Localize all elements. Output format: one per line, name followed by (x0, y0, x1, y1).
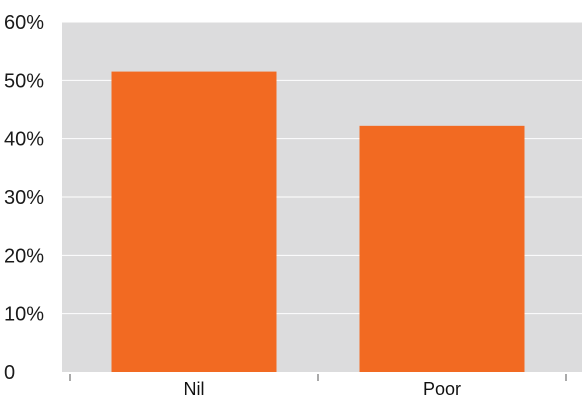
y-tick-label: 60% (4, 12, 44, 34)
bar-nil (111, 71, 277, 372)
x-category-label: Nil (184, 379, 205, 399)
y-tick-label: 30% (4, 187, 44, 209)
y-tick-label: 20% (4, 245, 44, 267)
bar-poor (359, 125, 525, 372)
y-axis-tick-labels: 0 10% 20% 30% 40% 50% 60% (4, 12, 44, 384)
y-tick-label: 50% (4, 70, 44, 92)
x-category-label: Poor (423, 379, 461, 399)
y-tick-label: 10% (4, 304, 44, 326)
y-tick-label: 0 (4, 362, 15, 384)
x-axis-ticks (69, 374, 567, 381)
x-axis-category-labels: Nil Poor (184, 379, 462, 399)
y-tick-label: 40% (4, 129, 44, 151)
bars (111, 71, 525, 372)
